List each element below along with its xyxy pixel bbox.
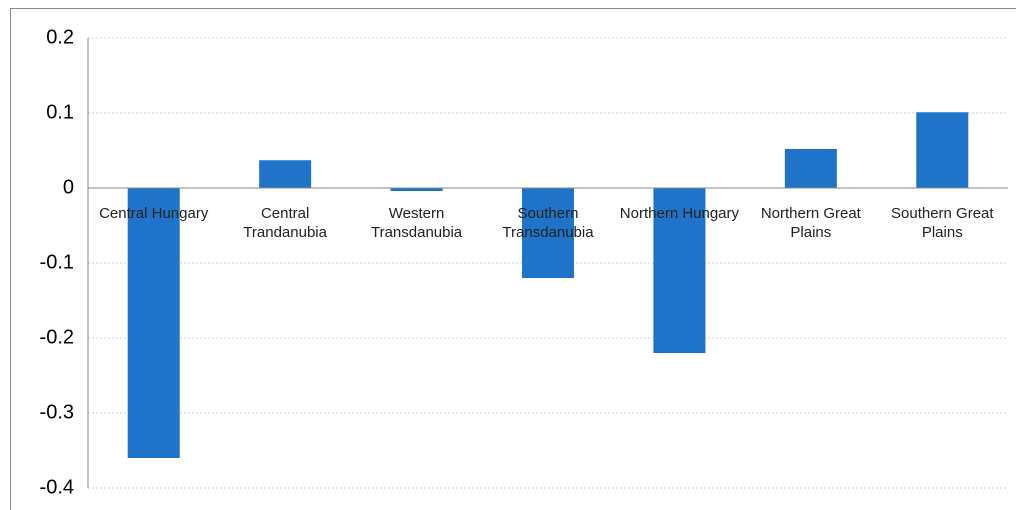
bar — [916, 112, 969, 188]
bar — [784, 149, 837, 188]
y-tick-label: 0.1 — [46, 101, 74, 123]
x-tick-label: Western Transdanubia — [370, 205, 463, 241]
x-tick-label: Southern Transdanubia — [502, 205, 594, 241]
bar — [522, 188, 574, 278]
y-tick-label: -0.3 — [40, 401, 74, 423]
chart-border — [10, 8, 1016, 510]
x-tick-label: Central Hungary — [99, 205, 209, 222]
x-tick-label: Southern Great Plains — [891, 205, 994, 241]
y-tick-label: -0.4 — [40, 476, 74, 498]
bar — [390, 188, 443, 191]
bar — [127, 188, 180, 458]
bar — [259, 160, 312, 188]
x-tick-label: Northern Hungary — [619, 205, 740, 222]
bar — [653, 188, 706, 353]
x-tick-label: Northern Great Plains — [760, 205, 861, 241]
y-tick-label: 0 — [63, 176, 74, 198]
x-tick-label: Central Trandanubia — [243, 205, 327, 241]
y-tick-label: 0.2 — [46, 26, 74, 48]
y-tick-label: -0.2 — [40, 326, 74, 348]
y-tick-label: -0.1 — [40, 251, 74, 273]
